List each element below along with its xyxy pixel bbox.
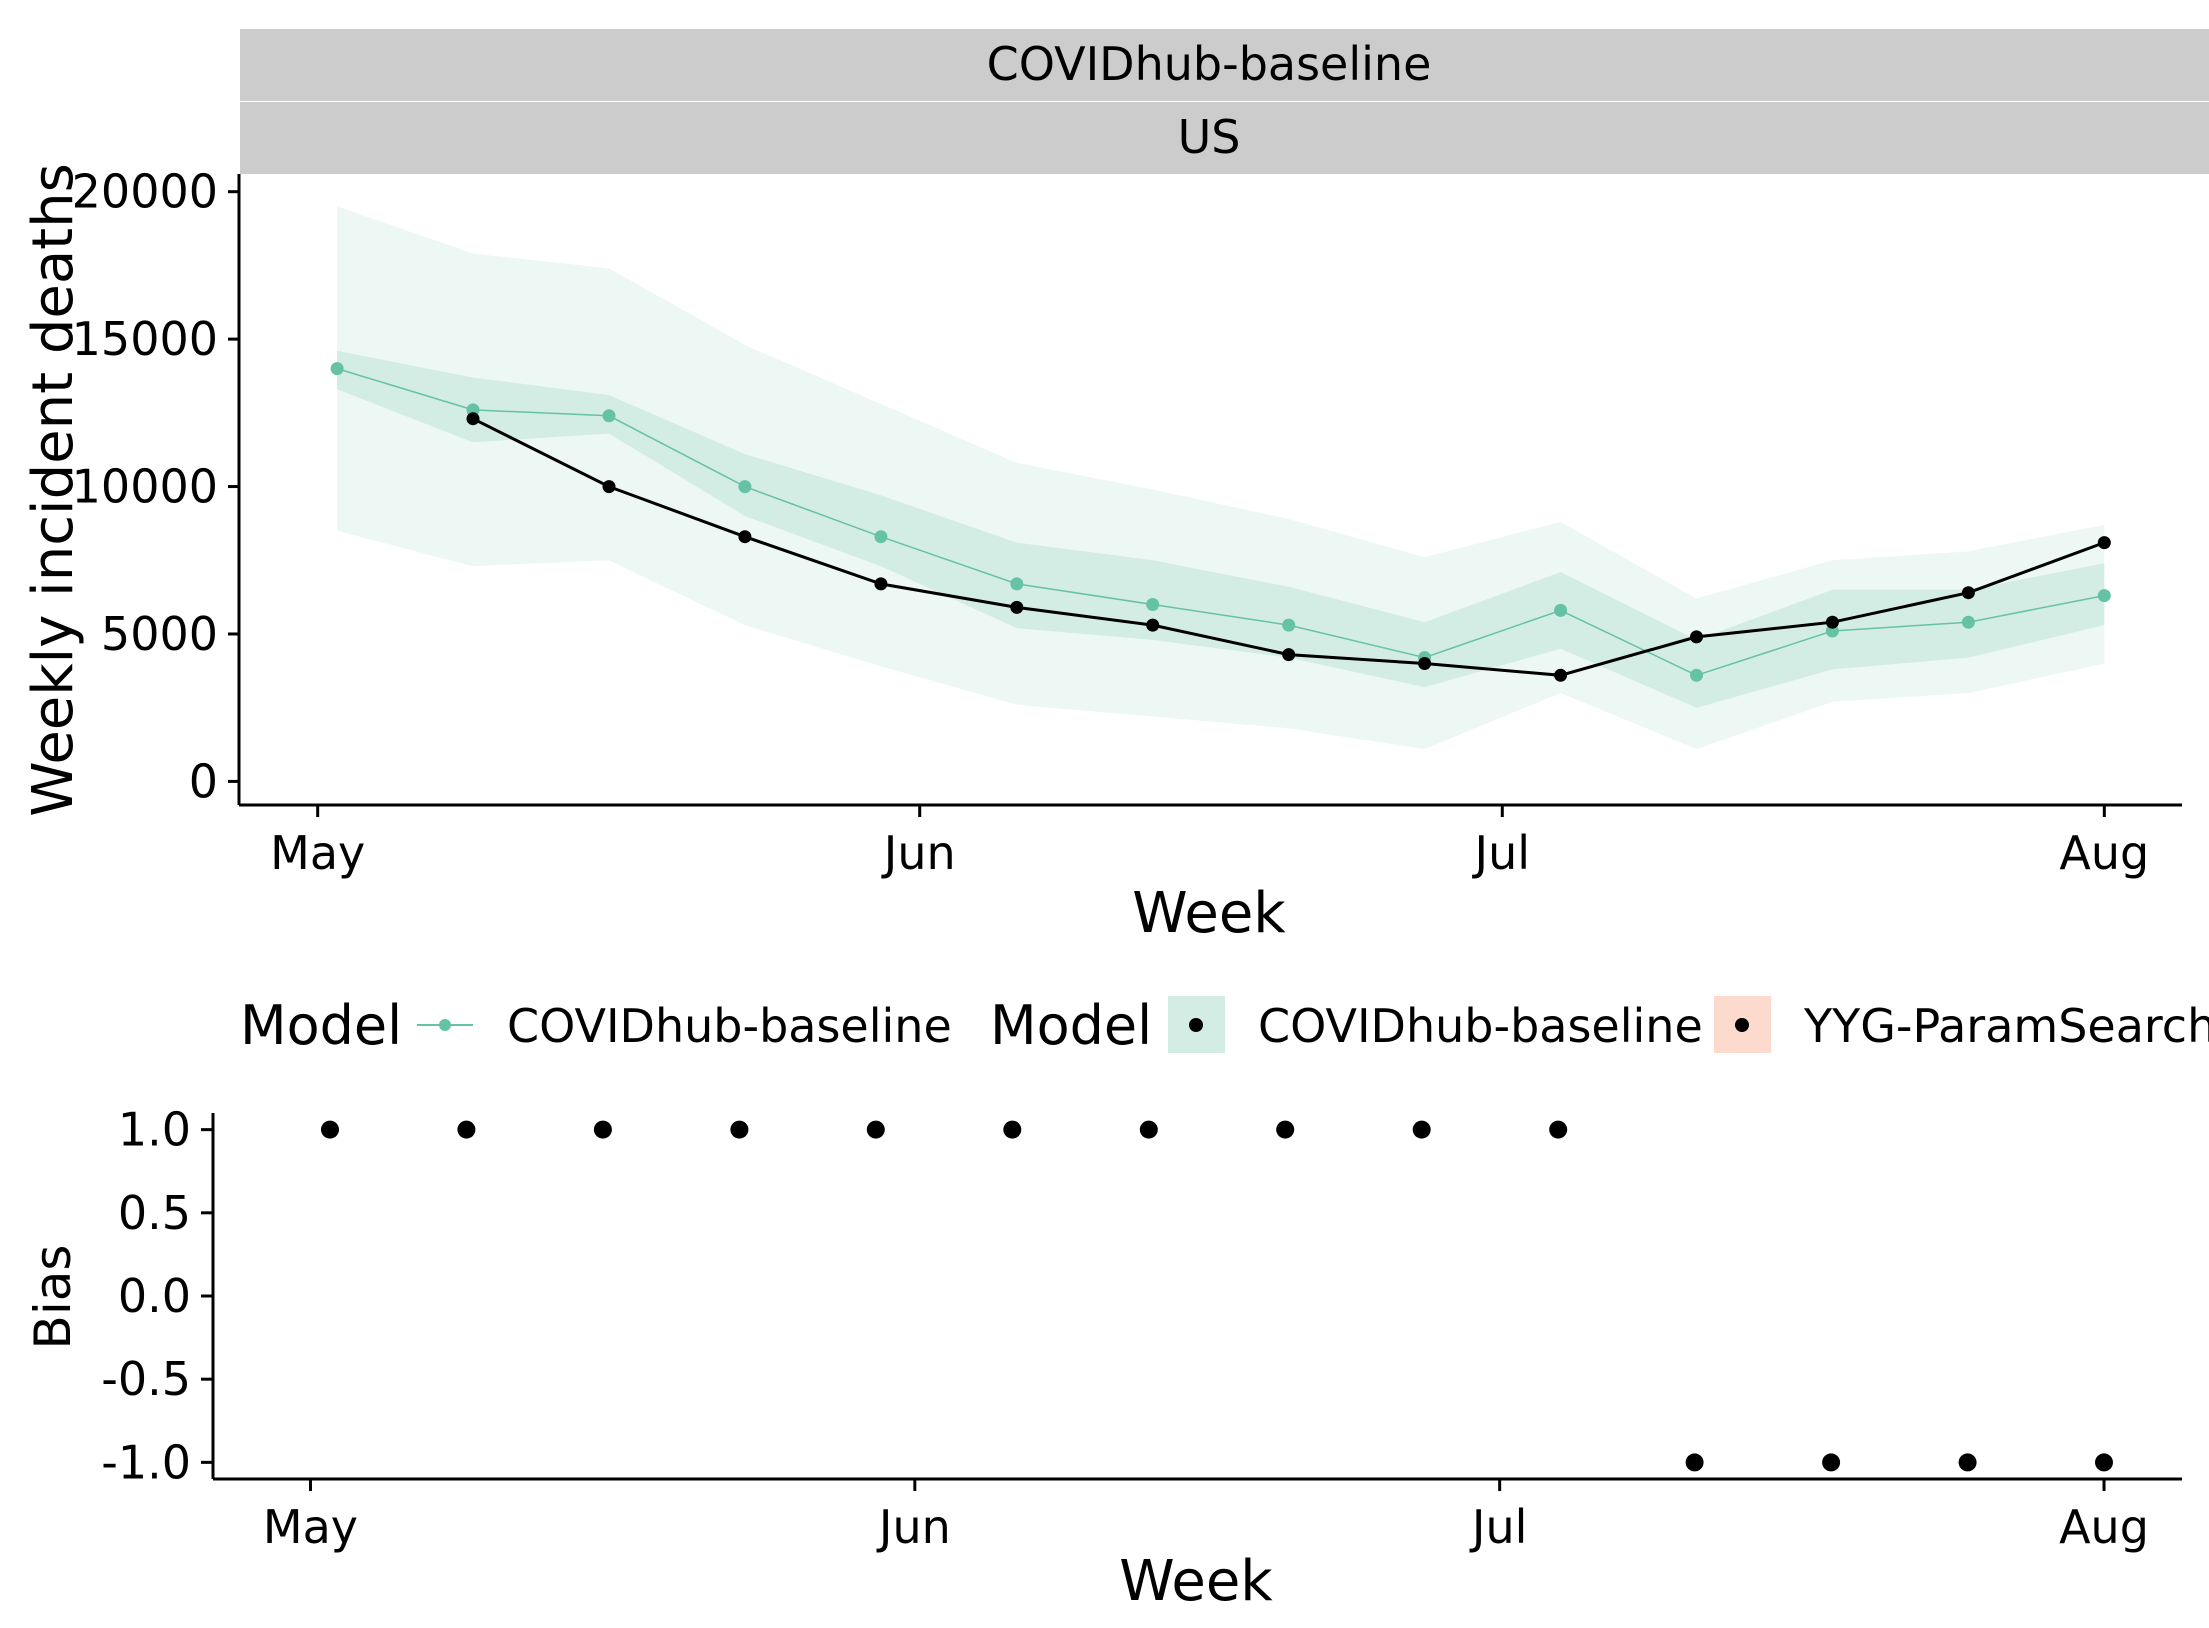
forecast-point: [874, 530, 888, 544]
bias-point: [1003, 1120, 1022, 1139]
top-x-ticks: May Jun Jul Aug: [270, 805, 2149, 880]
forecast-point: [602, 409, 616, 423]
legend-item-1-label: COVIDhub-baseline: [507, 999, 952, 1053]
observed-point: [1825, 615, 1839, 629]
bottom-x-axis-title: Week: [1119, 1549, 1273, 1614]
bottom-x-tick-label: Aug: [2059, 1500, 2149, 1554]
forecast-median-line: [336, 367, 2105, 677]
bias-point: [1139, 1120, 1158, 1139]
forecast-point: [2097, 589, 2111, 603]
forecast-point: [1010, 577, 1024, 591]
bias-point: [1685, 1453, 1704, 1472]
bias-point: [1276, 1120, 1295, 1139]
bottom-y-axis-title: Bias: [24, 1245, 82, 1350]
top-x-axis-title: Week: [1132, 881, 1286, 946]
forecast-point: [1282, 618, 1296, 632]
legend-title-2: Model: [990, 994, 1152, 1057]
strip-label-location: US: [1178, 110, 1241, 164]
bias-point: [457, 1120, 476, 1139]
top-x-tick-label: Aug: [2059, 826, 2149, 880]
observed-point: [602, 480, 616, 494]
bias-point: [1958, 1453, 1977, 1472]
top-y-tick-label: 10000: [72, 460, 218, 514]
bottom-y-tick-label: -0.5: [101, 1352, 191, 1406]
bottom-y-tick-label: 0.5: [118, 1186, 191, 1240]
bottom-chart-panel: 1.0 0.5 0.0 -0.5 -1.0 May Jun Jul Aug Week Bias: [24, 1103, 2182, 1614]
observed-point: [1418, 657, 1432, 670]
top-y-tick-label: 0: [189, 754, 218, 808]
forecast-point: [330, 362, 344, 376]
bias-point: [2095, 1453, 2113, 1472]
strip-label-model: COVIDhub-baseline: [987, 37, 1432, 91]
bias-point: [866, 1120, 885, 1139]
outer-prediction-band: [337, 206, 2105, 749]
legend: Model COVIDhub-baseline Model COVIDhub-b…: [240, 994, 2209, 1057]
top-x-tick-label: May: [270, 826, 365, 880]
legend-key-dot2-icon: [1735, 1018, 1749, 1032]
bottom-y-ticks: 1.0 0.5 0.0 -0.5 -1.0: [101, 1103, 213, 1489]
top-x-tick-label: Jul: [1472, 826, 1531, 880]
forecast-point: [1961, 615, 1975, 629]
forecast-point: [1146, 598, 1160, 611]
outer-band-area: [337, 206, 2105, 749]
bottom-x-tick-label: Jul: [1469, 1500, 1528, 1554]
bottom-x-tick-label: May: [263, 1500, 358, 1554]
bias-point: [593, 1120, 612, 1139]
legend-title-1: Model: [240, 994, 402, 1057]
forecast-point: [738, 480, 752, 494]
inner-prediction-band: [337, 350, 2105, 708]
strip-1-background: [240, 29, 2209, 101]
observed-point: [2097, 536, 2111, 550]
observed-series: [466, 412, 2111, 682]
forecast-point: [1554, 603, 1568, 617]
top-x-tick-label: Jun: [881, 826, 956, 880]
observed-point: [466, 412, 480, 426]
bottom-x-ticks: May Jun Jul Aug: [263, 1479, 2149, 1554]
inner-band-area: [337, 350, 2105, 708]
top-y-tick-label: 20000: [72, 165, 218, 219]
strip-2-background: [240, 102, 2209, 174]
legend-item-2-label: COVIDhub-baseline: [1258, 999, 1703, 1053]
bias-point: [1549, 1120, 1568, 1139]
bottom-y-tick-label: 1.0: [118, 1103, 191, 1157]
observed-point: [1010, 600, 1024, 614]
bottom-y-tick-label: 0.0: [118, 1269, 191, 1323]
legend-item-3-label: YYG-ParamSearch: [1803, 999, 2209, 1053]
observed-point: [738, 530, 752, 544]
observed-point: [1961, 586, 1975, 600]
top-y-tick-label: 5000: [101, 607, 218, 661]
bottom-y-tick-label: -1.0: [101, 1435, 191, 1489]
observed-point: [1690, 630, 1703, 644]
forecast-point: [1690, 668, 1703, 682]
bias-point: [321, 1120, 339, 1139]
observed-point: [874, 577, 888, 591]
top-chart-panel: COVIDhub-baseline US 0 5000 10000 15000 2000…: [21, 29, 2209, 946]
bias-points: [321, 1120, 2113, 1472]
top-y-axis-title: Weekly incident deaths: [21, 163, 86, 817]
bottom-x-tick-label: Jun: [876, 1500, 951, 1554]
bias-point: [1822, 1453, 1841, 1472]
top-y-ticks: 0 5000 10000 15000 20000: [72, 165, 240, 808]
observed-point: [1282, 648, 1296, 662]
bias-point: [1412, 1120, 1431, 1139]
bias-point: [730, 1120, 749, 1139]
top-y-tick-label: 15000: [72, 312, 218, 366]
observed-point: [1554, 668, 1568, 682]
legend-key-point-icon: [439, 1019, 451, 1031]
legend-key-dot-icon: [1189, 1018, 1203, 1032]
observed-point: [1146, 618, 1160, 632]
